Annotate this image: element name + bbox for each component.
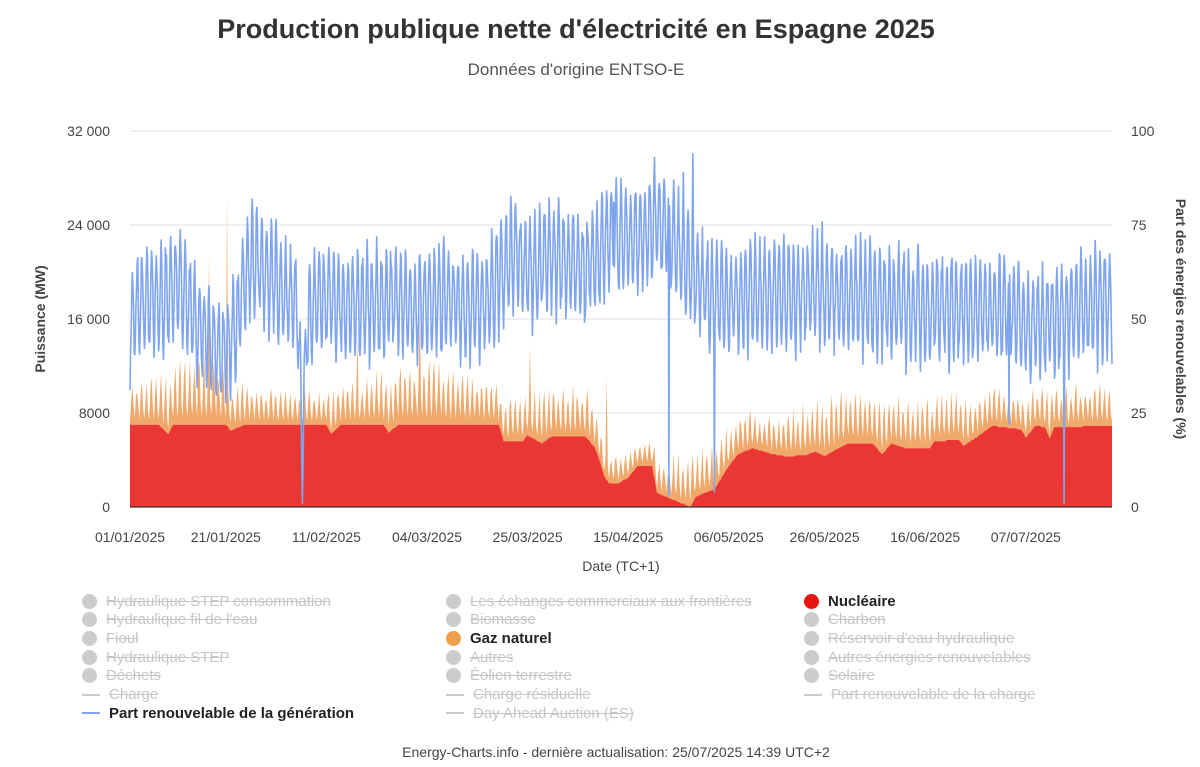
legend-item[interactable]: Part renouvelable de la génération (82, 704, 354, 722)
x-tick-label: 15/04/2025 (593, 529, 663, 545)
y-right-axis-title: Part des énergies renouvelables (%) (1173, 199, 1189, 439)
legend-dot-marker (82, 630, 97, 646)
y-left-tick-label: 32 000 (67, 123, 110, 139)
legend-label: Charge (109, 686, 159, 703)
chart-title: Production publique nette d'électricité … (217, 14, 935, 44)
y-left-tick-label: 16 000 (67, 311, 110, 327)
y-right-tick-label: 100 (1131, 123, 1155, 139)
legend-label: Autres énergies renouvelables (828, 648, 1031, 666)
legend-item[interactable]: Nucléaire (804, 592, 896, 610)
legend-item[interactable]: Biomasse (446, 611, 536, 629)
legend-dot-marker (82, 649, 97, 665)
x-tick-label: 26/05/2025 (790, 529, 860, 545)
legend-item[interactable]: Réservoir d'eau hydraulique (804, 629, 1014, 647)
y-left-tick-label: 24 000 (67, 217, 110, 233)
chart-plot: 0 8000 16 000 24 000 32 000 0 25 50 75 100 01/01/2… (32, 123, 1189, 574)
y-right-tick-label: 75 (1131, 217, 1147, 233)
series-part-renouvelable-line (129, 152, 1113, 504)
y-right-tick-label: 25 (1131, 405, 1147, 421)
legend-label: Nucléaire (828, 592, 896, 610)
legend-item[interactable]: Éolien terrestre (446, 667, 572, 685)
legend-label: Autres (470, 648, 514, 666)
x-tick-label: 11/02/2025 (292, 529, 361, 545)
legend-label: Biomasse (470, 611, 536, 629)
legend-item[interactable]: Autres énergies renouvelables (804, 648, 1031, 666)
axes: 0 8000 16 000 24 000 32 000 0 25 50 75 100 01/01/2… (32, 123, 1189, 574)
legend-label: Hydraulique STEP consommation (106, 592, 331, 610)
x-axis-title: Date (TC+1) (582, 558, 659, 574)
y-right-tick-label: 50 (1131, 311, 1147, 327)
y-right-tick-label: 0 (1131, 499, 1139, 515)
series-gaz-naturel-area (130, 195, 1112, 507)
legend-item[interactable]: Charbon (804, 611, 886, 629)
series-nucleaire-area (130, 424, 1112, 507)
legend-dot-marker (804, 668, 819, 684)
x-tick-label: 04/03/2025 (392, 529, 462, 545)
legend-label: Fioul (106, 629, 139, 647)
legend-label: Éolien terrestre (470, 667, 572, 685)
y-left-tick-label: 0 (102, 499, 110, 515)
legend-item[interactable]: Charge (82, 686, 158, 704)
legend-item[interactable]: Autres (446, 648, 513, 666)
legend-label: Solaire (828, 667, 875, 685)
legend-label: Part renouvelable de la charge (831, 686, 1036, 703)
credits[interactable]: Energy-Charts.info - dernière actualisat… (402, 744, 830, 760)
legend-label: Gaz naturel (470, 629, 552, 647)
x-tick-label: 16/06/2025 (890, 529, 960, 545)
legend-dot-marker (446, 668, 461, 684)
x-tick-label: 25/03/2025 (493, 529, 563, 545)
legend-label: Hydraulique STEP (106, 648, 230, 666)
legend-item[interactable]: Part renouvelable de la charge (804, 686, 1035, 704)
legend-label: Charbon (828, 611, 886, 629)
legend-line-marker (446, 712, 464, 715)
legend-dot-marker (804, 612, 819, 628)
legend-item[interactable]: Solaire (804, 667, 875, 685)
x-tick-label: 07/07/2025 (991, 529, 1061, 545)
legend-dot-marker (446, 612, 461, 628)
legend-line-marker (804, 693, 822, 696)
legend-item[interactable]: Les échanges commerciaux aux frontières (446, 592, 752, 610)
legend-dot-marker (446, 649, 461, 665)
legend-label: Hydraulique fil de l'eau (106, 611, 258, 629)
legend-label: Charge résiduelle (473, 686, 591, 703)
legend-line-marker (446, 693, 464, 696)
series-layer (129, 152, 1113, 507)
legend-label: Part renouvelable de la génération (109, 704, 355, 722)
chart-subtitle: Données d'origine ENTSO-E (467, 60, 685, 79)
legend-dot-marker (804, 649, 819, 665)
legend-item[interactable]: Day Ahead Auction (ES) (446, 704, 634, 722)
legend-label: Déchets (106, 667, 162, 685)
legend-line-marker (82, 712, 100, 715)
x-tick-label: 01/01/2025 (95, 529, 165, 545)
y-left-tick-label: 8000 (79, 405, 110, 421)
legend-dot-marker (82, 593, 97, 609)
x-tick-label: 21/01/2025 (191, 529, 261, 545)
legend-item[interactable]: Hydraulique STEP consommation (82, 592, 331, 610)
legend-item[interactable]: Charge résiduelle (446, 686, 591, 704)
legend-item[interactable]: Fioul (82, 629, 139, 647)
legend-dot-marker (446, 630, 461, 646)
legend-label: Day Ahead Auction (ES) (473, 704, 634, 722)
legend-line-marker (82, 693, 100, 696)
legend-label: Les échanges commerciaux aux frontières (470, 592, 752, 610)
legend-item[interactable]: Gaz naturel (446, 629, 552, 647)
legend-dot-marker (82, 668, 97, 684)
legend-dot-marker (446, 593, 461, 609)
legend-item[interactable]: Hydraulique STEP (82, 648, 229, 666)
legend-item[interactable]: Déchets (82, 667, 161, 685)
legend-dot-marker (804, 630, 819, 646)
legend-dot-marker (804, 593, 819, 609)
legend-dot-marker (82, 612, 97, 628)
legend-item[interactable]: Hydraulique fil de l'eau (82, 611, 257, 629)
y-left-axis-title: Puissance (MW) (32, 265, 48, 372)
legend-label: Réservoir d'eau hydraulique (828, 629, 1015, 647)
x-tick-label: 06/05/2025 (694, 529, 764, 545)
legend: Hydraulique STEP consommation Les échange… (82, 592, 1162, 727)
